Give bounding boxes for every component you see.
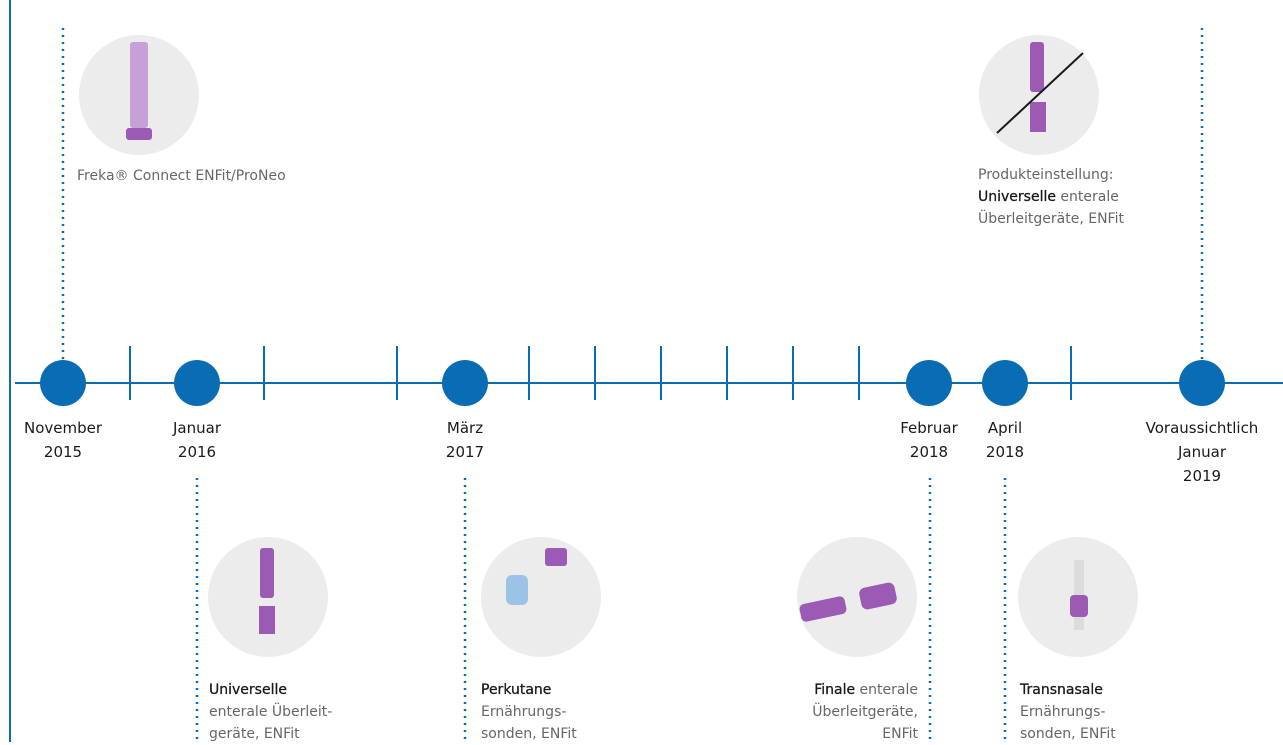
caption-text: sonden, ENFit [481,726,577,742]
caption-line: Ernährungs- [1020,701,1116,723]
caption-line: Transnasale [1020,679,1116,701]
caption: Transnasale Ernährungs-sonden, ENFit [1020,679,1116,745]
date-line: März [385,416,545,440]
date-line: 2017 [385,440,545,464]
caption-line: Ernährungs- [481,701,577,723]
date-line: April [925,416,1085,440]
caption-text: sonden, ENFit [1020,726,1116,742]
caption-line: enterale Überleit- [209,701,332,723]
date-line: Voraussichtlich [1122,416,1282,440]
caption-text: Freka® Connect ENFit/ProNeo [77,168,286,184]
date-line: 2019 [1122,464,1282,488]
caption-text: enterale [1056,189,1119,205]
caption: Perkutane Ernährungs-sonden, ENFit [481,679,577,745]
caption-text: Produkteinstellung: [978,167,1113,183]
caption-bold: Perkutane [481,682,551,698]
caption-text: Überleitgeräte, [812,704,918,720]
caption: Universelle enterale Überleit-geräte, ENF… [209,679,332,745]
caption-line: Perkutane [481,679,577,701]
caption-text: Überleitgeräte, ENFit [978,211,1124,227]
caption-text: Ernährungs- [481,704,566,720]
caption-text: Ernährungs- [1020,704,1105,720]
date-line: Januar [1122,440,1282,464]
caption-text: geräte, ENFit [209,726,300,742]
caption-line: Überleitgeräte, ENFit [978,208,1124,230]
caption-text: enterale [855,682,918,698]
caption-text: ENFit [882,726,918,742]
caption: Finale enterale Überleitgeräte, ENFit [812,679,918,745]
caption-bold: Finale [814,682,855,698]
caption: Freka® Connect ENFit/ProNeo [77,165,286,187]
caption-line: Überleitgeräte, [812,701,918,723]
date-line: Januar [117,416,277,440]
caption-line: Finale enterale [812,679,918,701]
caption-line: Universelle enterale [978,186,1124,208]
date-line: 2018 [925,440,1085,464]
product-images [79,35,1138,657]
timeline: November2015Januar2016März2017Februar201… [0,0,1283,742]
caption-line: Universelle [209,679,332,701]
caption-text: enterale Überleit- [209,704,332,720]
timeline-graphic [0,0,1283,742]
caption-bold: Universelle [209,682,287,698]
caption-bold: Universelle [978,189,1056,205]
caption-line: Freka® Connect ENFit/ProNeo [77,165,286,187]
caption-line: Produkteinstellung: [978,164,1124,186]
caption-bold: Transnasale [1020,682,1103,698]
date-line: 2016 [117,440,277,464]
caption: Produkteinstellung: Universelle enterale Ü… [978,164,1124,230]
